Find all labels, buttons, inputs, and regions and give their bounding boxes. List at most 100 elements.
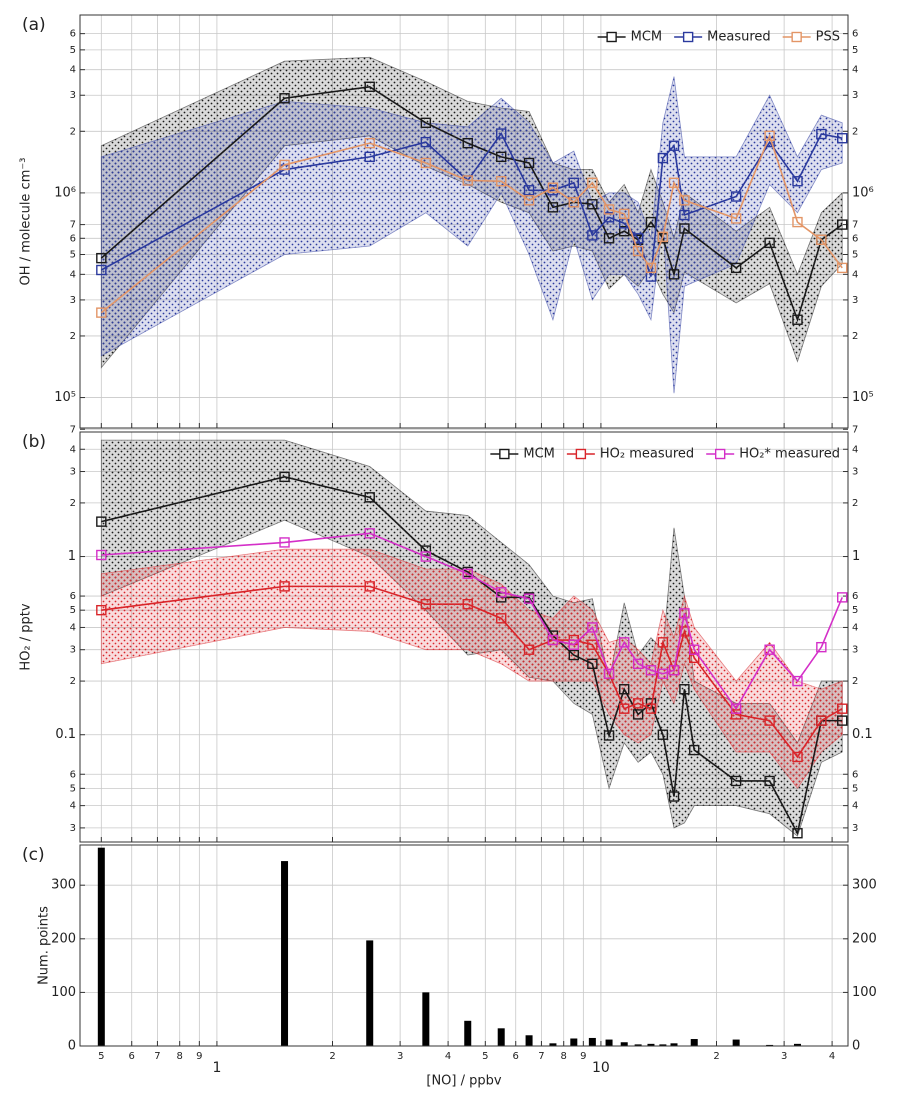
y-tick-label-right: 6 — [852, 769, 858, 780]
legend: MCM Measured PSS — [597, 30, 840, 45]
marker — [603, 668, 615, 679]
x-tick-label: 7 — [538, 1051, 544, 1062]
marker — [96, 252, 107, 264]
marker — [632, 245, 644, 257]
x-tick-label: 1 — [212, 1060, 221, 1076]
marker — [547, 634, 559, 646]
y-tick-label: 100 — [51, 985, 76, 1000]
marker — [679, 684, 690, 695]
marker — [603, 212, 615, 223]
plot-frame — [79, 844, 849, 1047]
bar — [497, 1028, 505, 1046]
legend-label: PSS — [816, 30, 840, 45]
marker — [792, 751, 803, 763]
y-tick-label-right: 200 — [852, 931, 877, 946]
legend-label: Measured — [707, 30, 771, 45]
bar — [634, 1044, 642, 1046]
marker — [730, 775, 742, 787]
series-line — [100, 131, 843, 277]
y-tick-label-right: 4 — [852, 801, 858, 812]
marker — [568, 639, 580, 650]
x-tick-label: 7 — [154, 1051, 160, 1062]
x-tick-label: 3 — [397, 1051, 403, 1062]
marker — [668, 665, 680, 676]
bar — [732, 1039, 740, 1046]
y-axis-label: Num. points — [37, 906, 52, 985]
y-tick-label-right: 7 — [852, 424, 858, 435]
y-tick-label-right: 1 — [852, 549, 860, 564]
panel-label: (c) — [22, 845, 45, 865]
marker — [603, 730, 615, 741]
x-tick-label: 6 — [129, 1051, 135, 1062]
marker — [679, 223, 690, 234]
marker — [364, 137, 375, 149]
legend-marker — [714, 448, 726, 460]
marker — [364, 581, 375, 592]
y-tick-label-right: 2 — [852, 676, 858, 687]
y-tick-label-right: 2 — [852, 331, 858, 342]
bar — [588, 1037, 596, 1046]
plot-content — [96, 439, 848, 839]
y-tick-label: 5 — [70, 605, 76, 616]
marker — [364, 151, 375, 163]
marker — [523, 195, 535, 206]
marker — [764, 715, 775, 726]
marker — [619, 637, 630, 648]
marker — [730, 213, 742, 224]
marker — [523, 593, 535, 604]
legend-marker — [682, 31, 694, 43]
marker — [547, 182, 559, 193]
series-line — [100, 133, 843, 314]
legend-marker — [791, 31, 802, 43]
bar — [525, 1035, 533, 1046]
y-tick-label-right: 5 — [852, 783, 858, 794]
marker — [837, 703, 848, 714]
y-tick-label: 1 — [68, 549, 76, 564]
marker — [730, 191, 742, 202]
marker — [619, 684, 630, 695]
marker — [420, 551, 432, 562]
marker — [603, 204, 615, 215]
marker — [587, 639, 598, 650]
marker — [837, 715, 848, 726]
marker — [679, 209, 690, 221]
x-tick-label: 10 — [592, 1060, 610, 1076]
marker — [837, 219, 848, 230]
marker — [364, 81, 375, 92]
marker — [496, 151, 507, 163]
marker — [645, 216, 657, 228]
marker — [816, 128, 827, 140]
x-tick-label: 9 — [196, 1051, 202, 1062]
y-tick-label: 7 — [70, 220, 76, 231]
y-tick-label-right: 300 — [852, 878, 877, 893]
panel-label: (b) — [22, 432, 46, 452]
y-tick-label-right: 0.1 — [852, 727, 873, 742]
marker — [679, 195, 690, 206]
bar — [605, 1039, 613, 1046]
plot-content — [97, 847, 801, 1046]
y-tick-label: 3 — [70, 467, 76, 478]
marker — [420, 136, 432, 148]
bar — [281, 861, 289, 1046]
marker — [632, 658, 644, 670]
marker — [462, 137, 473, 149]
y-tick-label: 2 — [70, 676, 76, 687]
legend-marker — [499, 448, 510, 460]
y-tick-label-right: 4 — [852, 269, 858, 280]
y-tick-label-right: 6 — [852, 233, 858, 244]
marker — [730, 262, 742, 274]
y-tick-label: 5 — [70, 45, 76, 56]
marker — [837, 262, 848, 274]
marker — [816, 715, 827, 726]
x-tick-label: 9 — [580, 1051, 586, 1062]
y-tick-label-right: 3 — [852, 90, 858, 101]
marker — [764, 775, 775, 787]
y-tick-label: 6 — [70, 29, 76, 40]
series-line — [101, 532, 843, 711]
y-tick-label-right: 3 — [852, 295, 858, 306]
marker — [764, 130, 775, 142]
x-tick-label: 8 — [561, 1051, 567, 1062]
x-tick-label: 6 — [513, 1051, 519, 1062]
plot-frame — [79, 431, 849, 843]
marker — [462, 175, 473, 186]
